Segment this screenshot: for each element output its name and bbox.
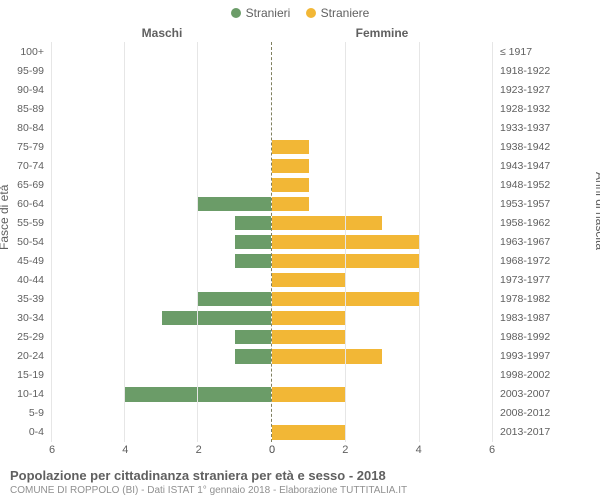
birth-year-label: 1958-1962 bbox=[496, 213, 596, 232]
x-tick: 6 bbox=[489, 444, 495, 456]
birth-year-label: 1933-1937 bbox=[496, 118, 596, 137]
birth-year-label: 1943-1947 bbox=[496, 156, 596, 175]
x-tick: 2 bbox=[196, 444, 202, 456]
bar-female bbox=[272, 311, 345, 325]
birth-year-label: 1963-1967 bbox=[496, 232, 596, 251]
legend-swatch-female bbox=[306, 8, 316, 18]
birth-year-label: 1948-1952 bbox=[496, 175, 596, 194]
age-label: 90-94 bbox=[0, 80, 48, 99]
bar-male bbox=[198, 292, 271, 306]
bar-female bbox=[272, 159, 309, 173]
chart-title: Popolazione per cittadinanza straniera p… bbox=[10, 468, 590, 483]
bar-male bbox=[162, 311, 272, 325]
age-label: 55-59 bbox=[0, 213, 48, 232]
x-tick: 0 bbox=[269, 444, 275, 456]
population-pyramid-chart: Stranieri Straniere Maschi Femmine Fasce… bbox=[0, 0, 600, 500]
age-label: 20-24 bbox=[0, 347, 48, 366]
birth-year-label: 1988-1992 bbox=[496, 328, 596, 347]
bar-male bbox=[235, 349, 271, 363]
birth-year-label: 1973-1977 bbox=[496, 271, 596, 290]
age-label: 85-89 bbox=[0, 99, 48, 118]
bar-male bbox=[198, 197, 271, 211]
birth-year-label: 1993-1997 bbox=[496, 347, 596, 366]
bar-female bbox=[272, 330, 345, 344]
birth-year-label: 1978-1982 bbox=[496, 290, 596, 309]
birth-year-label: 1953-1957 bbox=[496, 194, 596, 213]
plot-area-female bbox=[272, 42, 492, 442]
bar-female bbox=[272, 140, 309, 154]
bar-female bbox=[272, 273, 345, 287]
chart-footer: Popolazione per cittadinanza straniera p… bbox=[10, 468, 590, 496]
age-label: 65-69 bbox=[0, 175, 48, 194]
x-tick: 6 bbox=[49, 444, 55, 456]
bar-female bbox=[272, 349, 382, 363]
age-label: 25-29 bbox=[0, 328, 48, 347]
legend-label-female: Straniere bbox=[321, 6, 370, 20]
legend-item-female: Straniere bbox=[306, 6, 370, 20]
age-label: 95-99 bbox=[0, 61, 48, 80]
x-tick: 4 bbox=[416, 444, 422, 456]
age-label: 70-74 bbox=[0, 156, 48, 175]
birth-year-label: 1998-2002 bbox=[496, 366, 596, 385]
birth-year-label: 2013-2017 bbox=[496, 423, 596, 442]
birth-year-label: 2003-2007 bbox=[496, 385, 596, 404]
bar-female bbox=[272, 425, 345, 439]
column-header-male: Maschi bbox=[52, 26, 272, 40]
x-axis-ticks-female: 0 2 4 6 bbox=[272, 444, 492, 458]
bar-male bbox=[235, 216, 271, 230]
bar-male bbox=[235, 330, 271, 344]
birth-year-label: 1928-1932 bbox=[496, 99, 596, 118]
age-label: 60-64 bbox=[0, 194, 48, 213]
x-tick: 2 bbox=[342, 444, 348, 456]
y-axis-age-labels: 100+95-9990-9485-8980-8475-7970-7465-696… bbox=[0, 42, 48, 442]
birth-year-label: 1938-1942 bbox=[496, 137, 596, 156]
birth-year-label: 1923-1927 bbox=[496, 80, 596, 99]
age-label: 15-19 bbox=[0, 366, 48, 385]
age-label: 10-14 bbox=[0, 385, 48, 404]
x-axis-ticks-male: 0 2 4 6 bbox=[52, 444, 272, 458]
bar-female bbox=[272, 387, 345, 401]
bar-male bbox=[235, 254, 271, 268]
age-label: 50-54 bbox=[0, 232, 48, 251]
legend-item-male: Stranieri bbox=[231, 6, 291, 20]
birth-year-label: ≤ 1917 bbox=[496, 42, 596, 61]
birth-year-label: 1918-1922 bbox=[496, 61, 596, 80]
chart-legend: Stranieri Straniere bbox=[0, 6, 600, 21]
bar-female bbox=[272, 178, 309, 192]
age-label: 40-44 bbox=[0, 271, 48, 290]
legend-label-male: Stranieri bbox=[246, 6, 291, 20]
age-label: 45-49 bbox=[0, 252, 48, 271]
birth-year-label: 2008-2012 bbox=[496, 404, 596, 423]
chart-subtitle: COMUNE DI ROPPOLO (BI) - Dati ISTAT 1° g… bbox=[10, 485, 590, 496]
age-label: 80-84 bbox=[0, 118, 48, 137]
birth-year-label: 1983-1987 bbox=[496, 309, 596, 328]
x-tick: 4 bbox=[122, 444, 128, 456]
age-label: 100+ bbox=[0, 42, 48, 61]
legend-swatch-male bbox=[231, 8, 241, 18]
age-label: 5-9 bbox=[0, 404, 48, 423]
birth-year-label: 1968-1972 bbox=[496, 252, 596, 271]
y-axis-birth-labels: ≤ 19171918-19221923-19271928-19321933-19… bbox=[496, 42, 596, 442]
age-label: 0-4 bbox=[0, 423, 48, 442]
age-label: 75-79 bbox=[0, 137, 48, 156]
age-label: 30-34 bbox=[0, 309, 48, 328]
age-label: 35-39 bbox=[0, 290, 48, 309]
bar-female bbox=[272, 197, 309, 211]
plot-area-male bbox=[52, 42, 272, 442]
bar-female bbox=[272, 216, 382, 230]
bar-male bbox=[235, 235, 271, 249]
column-header-female: Femmine bbox=[272, 26, 492, 40]
